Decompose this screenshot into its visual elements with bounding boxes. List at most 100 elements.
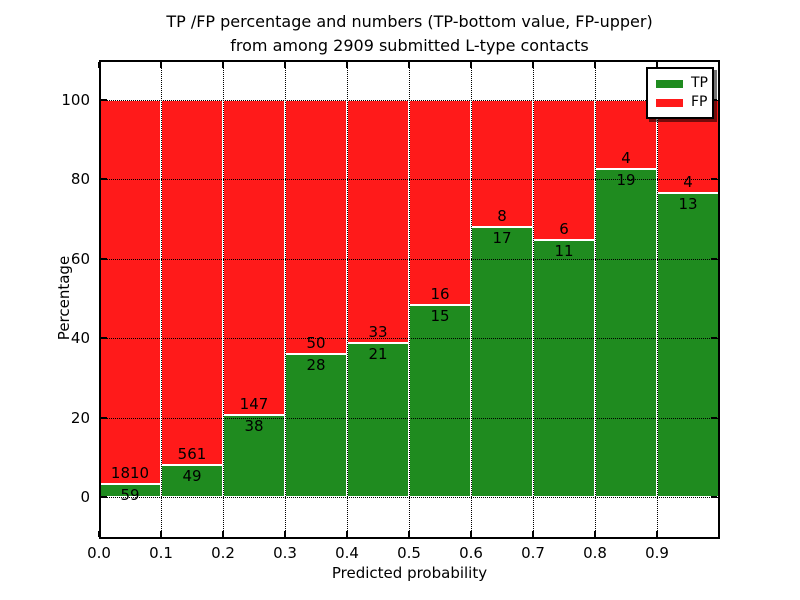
tp-count-label: 59 — [120, 486, 140, 505]
x-axis-label: Predicted probability — [331, 564, 488, 582]
y-tick-mark — [101, 337, 107, 340]
x-tick-label: 0.3 — [273, 544, 297, 562]
fp-count-label: 33 — [368, 322, 388, 341]
x-tick-label: 0.0 — [87, 544, 111, 562]
plot-area: TP FP 1810 59 561 49 147 38 50 28 33 21 16 15 8 17 6 11… — [98, 60, 720, 539]
fp-bar-segment — [533, 100, 595, 241]
y-tick-mark — [711, 416, 717, 419]
y-tick-label: 0 — [80, 488, 90, 506]
fp-count-label: 147 — [239, 395, 269, 414]
grid-line-vertical — [161, 60, 162, 539]
x-tick-mark — [532, 62, 534, 68]
x-tick-mark — [346, 62, 348, 68]
fp-count-label: 561 — [177, 445, 207, 464]
legend-item-tp: TP — [656, 74, 712, 93]
fp-count-label: 4 — [683, 173, 693, 192]
fp-bar-segment — [223, 100, 285, 416]
grid-line-vertical — [595, 60, 596, 539]
x-tick-mark — [222, 62, 224, 68]
tp-count-label: 15 — [430, 306, 450, 325]
x-tick-mark — [284, 62, 286, 68]
x-tick-mark — [222, 531, 224, 537]
grid-line-vertical — [409, 60, 410, 539]
y-tick-mark — [101, 257, 107, 260]
grid-line-vertical — [347, 60, 348, 539]
chart-title-line2: from among 2909 submitted L-type contact… — [230, 36, 589, 55]
grid-line-vertical — [285, 60, 286, 539]
tp-count-label: 49 — [182, 467, 202, 486]
tp-count-label: 11 — [554, 242, 574, 261]
x-tick-label: 0.4 — [335, 544, 359, 562]
x-tick-mark — [470, 62, 472, 68]
tp-count-label: 13 — [678, 195, 698, 214]
x-tick-label: 0.9 — [645, 544, 669, 562]
tp-count-label: 38 — [244, 417, 264, 436]
fp-count-label: 4 — [621, 149, 631, 168]
fp-count-label: 50 — [306, 334, 326, 353]
legend-item-fp: FP — [656, 93, 712, 112]
x-tick-mark — [656, 531, 658, 537]
x-tick-mark — [470, 531, 472, 537]
x-tick-label: 0.1 — [149, 544, 173, 562]
y-tick-label: 60 — [70, 249, 90, 268]
grid-line-vertical — [223, 60, 224, 539]
y-tick-mark — [711, 496, 717, 498]
fp-bar-segment — [409, 100, 471, 305]
tp-bar-segment — [471, 227, 533, 497]
y-tick-mark — [711, 178, 717, 181]
tp-bar-segment — [347, 342, 409, 497]
y-tick-label: 100 — [61, 91, 90, 109]
y-tick-label: 20 — [70, 408, 90, 427]
x-tick-label: 0.6 — [459, 544, 483, 562]
x-tick-mark — [98, 62, 100, 68]
y-tick-label: 40 — [70, 329, 90, 348]
fp-bar-segment — [99, 100, 161, 485]
tp-count-label: 17 — [492, 229, 512, 248]
tp-count-label: 21 — [368, 344, 388, 363]
x-tick-mark — [284, 531, 286, 537]
y-tick-mark — [101, 99, 107, 101]
legend-label-fp: FP — [691, 94, 708, 110]
fp-count-label: 1810 — [110, 464, 150, 483]
x-tick-mark — [408, 531, 410, 537]
x-tick-label: 0.8 — [583, 544, 607, 562]
x-tick-mark — [160, 62, 162, 68]
tp-bar-segment — [285, 354, 347, 497]
tp-count-label: 28 — [306, 356, 326, 375]
chart-title: TP /FP percentage and numbers (TP-bottom… — [99, 10, 720, 58]
tp-bar-segment — [533, 240, 595, 497]
x-tick-mark — [346, 531, 348, 537]
fp-swatch-icon — [656, 98, 683, 107]
grid-line-vertical — [533, 60, 534, 539]
x-tick-mark — [594, 531, 596, 537]
y-tick-mark — [711, 99, 717, 101]
grid-line-vertical — [471, 60, 472, 539]
tp-bar-segment — [161, 465, 223, 497]
x-tick-mark — [98, 531, 100, 537]
y-tick-mark — [101, 496, 107, 498]
x-tick-label: 0.2 — [211, 544, 235, 562]
fp-bar-segment — [285, 100, 347, 355]
legend: TP FP — [646, 67, 714, 119]
tp-bar-segment — [595, 169, 657, 497]
fp-count-label: 6 — [559, 220, 569, 239]
y-tick-mark — [711, 257, 717, 260]
x-tick-mark — [160, 531, 162, 537]
grid-line-vertical — [657, 60, 658, 539]
chart-title-line1: TP /FP percentage and numbers (TP-bottom… — [166, 12, 653, 31]
y-tick-mark — [711, 337, 717, 340]
fp-bar-segment — [347, 100, 409, 343]
y-tick-mark — [101, 178, 107, 181]
fp-bar-segment — [471, 100, 533, 228]
x-tick-mark — [656, 62, 658, 68]
tp-bar-segment — [657, 193, 719, 497]
x-tick-mark — [408, 62, 410, 68]
x-tick-mark — [594, 62, 596, 68]
x-tick-label: 0.7 — [521, 544, 545, 562]
x-tick-label: 0.5 — [397, 544, 421, 562]
fp-count-label: 16 — [430, 284, 450, 303]
fp-count-label: 8 — [497, 207, 507, 226]
legend-label-tp: TP — [691, 75, 708, 91]
tp-swatch-icon — [656, 79, 683, 88]
